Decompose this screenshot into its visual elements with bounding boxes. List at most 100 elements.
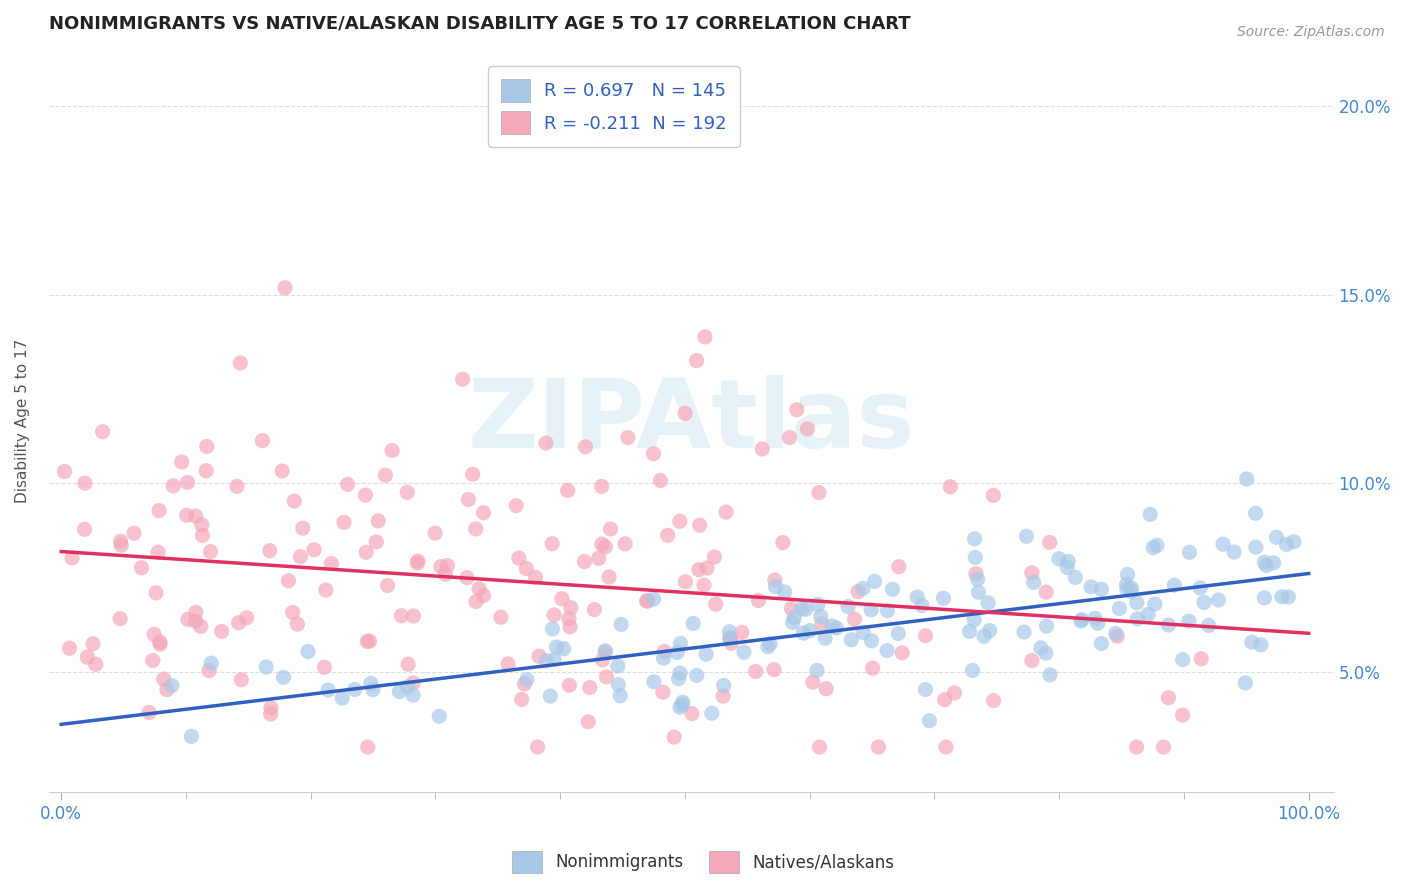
Point: [145, 586, 167, 600]
Point: [76, 650, 98, 665]
Point: [360, 676, 382, 690]
Point: [1142, 541, 1164, 555]
Point: [733, 645, 755, 659]
Point: [794, 602, 817, 616]
Point: [1171, 708, 1194, 723]
Point: [1178, 545, 1201, 559]
Point: [966, 572, 988, 586]
Point: [1157, 690, 1180, 705]
Point: [911, 599, 934, 613]
Point: [457, 492, 479, 507]
Point: [1163, 578, 1185, 592]
Point: [763, 573, 786, 587]
Point: [195, 464, 218, 478]
Point: [1039, 535, 1062, 549]
Point: [73, 476, 96, 491]
Point: [852, 582, 875, 596]
Point: [669, 636, 692, 650]
Point: [763, 663, 786, 677]
Point: [184, 509, 207, 524]
Point: [689, 518, 711, 533]
Point: [1250, 638, 1272, 652]
Point: [290, 549, 312, 564]
Point: [918, 714, 941, 728]
Point: [811, 617, 834, 632]
Point: [273, 670, 295, 684]
Point: [374, 468, 396, 483]
Point: [783, 610, 806, 624]
Point: [1208, 593, 1230, 607]
Point: [354, 488, 377, 502]
Point: [367, 514, 389, 528]
Point: [315, 583, 337, 598]
Point: [229, 356, 252, 370]
Point: [1139, 508, 1161, 522]
Point: [1021, 566, 1043, 580]
Point: [1105, 626, 1128, 640]
Point: [283, 494, 305, 508]
Point: [744, 665, 766, 679]
Point: [541, 537, 564, 551]
Point: [973, 629, 995, 643]
Point: [1282, 534, 1305, 549]
Point: [190, 619, 212, 633]
Point: [356, 634, 378, 648]
Point: [82, 637, 104, 651]
Point: [558, 612, 581, 626]
Point: [718, 624, 741, 639]
Point: [560, 600, 582, 615]
Point: [720, 631, 742, 645]
Point: [806, 664, 828, 678]
Point: [1265, 530, 1288, 544]
Point: [782, 615, 804, 630]
Point: [402, 676, 425, 690]
Point: [274, 281, 297, 295]
Point: [402, 609, 425, 624]
Point: [932, 591, 955, 606]
Point: [176, 475, 198, 490]
Point: [389, 608, 412, 623]
Point: [807, 598, 830, 612]
Point: [862, 661, 884, 675]
Point: [703, 550, 725, 565]
Point: [361, 682, 384, 697]
Point: [673, 406, 696, 420]
Point: [1022, 575, 1045, 590]
Point: [200, 656, 222, 670]
Point: [963, 532, 986, 546]
Point: [887, 626, 910, 640]
Point: [557, 483, 579, 498]
Point: [1137, 607, 1160, 622]
Point: [588, 551, 610, 566]
Point: [60, 551, 83, 566]
Point: [796, 422, 818, 436]
Point: [138, 706, 160, 720]
Point: [934, 692, 956, 706]
Point: [148, 503, 170, 517]
Point: [1012, 625, 1035, 640]
Point: [610, 617, 633, 632]
Point: [592, 653, 614, 667]
Point: [73, 522, 96, 536]
Point: [176, 508, 198, 523]
Point: [662, 730, 685, 744]
Point: [541, 622, 564, 636]
Point: [142, 653, 165, 667]
Point: [543, 607, 565, 622]
Point: [939, 480, 962, 494]
Point: [388, 684, 411, 698]
Point: [1119, 584, 1142, 599]
Point: [534, 436, 557, 450]
Point: [759, 637, 782, 651]
Point: [252, 434, 274, 448]
Point: [607, 677, 630, 691]
Point: [962, 664, 984, 678]
Point: [643, 674, 665, 689]
Point: [314, 660, 336, 674]
Point: [53, 465, 76, 479]
Point: [162, 479, 184, 493]
Point: [700, 706, 723, 721]
Point: [1275, 537, 1298, 551]
Point: [259, 706, 281, 721]
Point: [671, 698, 693, 712]
